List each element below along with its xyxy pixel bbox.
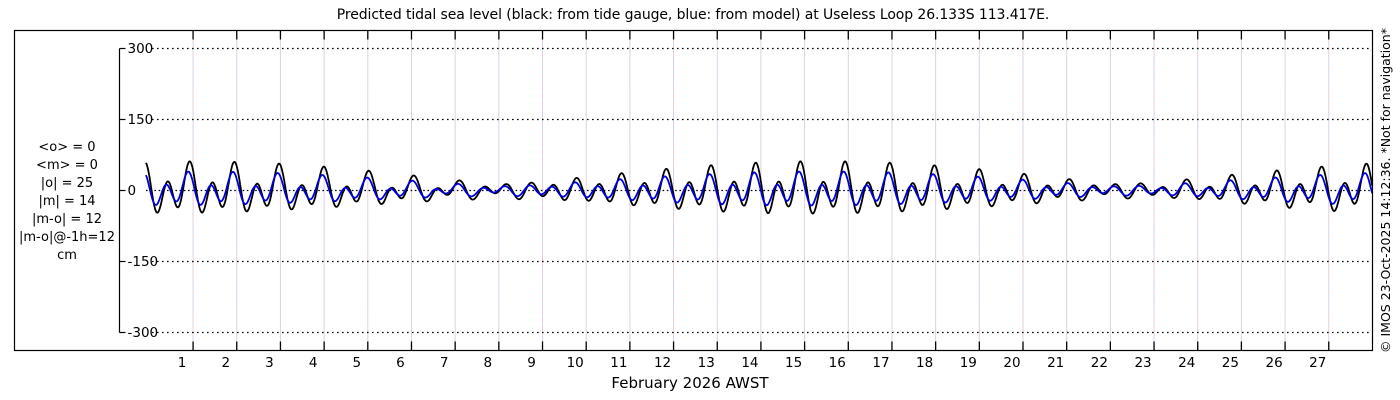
x-axis-day-label: 21 [1047, 355, 1064, 371]
stat-mean-obs: <o> = 0 [38, 140, 96, 155]
x-axis-day-label: 3 [265, 355, 274, 371]
x-axis-day-label: 1 [178, 355, 187, 371]
model-tide-curve [145, 170, 1374, 207]
x-axis-day-label: 18 [916, 355, 933, 371]
chart-title: Predicted tidal sea level (black: from t… [336, 7, 1050, 23]
stat-abs-obs: |o| = 25 [40, 176, 94, 191]
x-axis-day-label: 23 [1134, 355, 1151, 371]
x-axis-day-label: 25 [1222, 355, 1239, 371]
x-axis-day-label: 20 [1003, 355, 1020, 371]
x-axis-day-label: 2 [221, 355, 230, 371]
x-axis-title: February 2026 AWST [611, 374, 769, 392]
x-axis-day-label: 14 [741, 355, 758, 371]
stat-abs-model: |m| = 14 [38, 194, 96, 209]
y-axis-label: 150 [128, 112, 154, 128]
y-axis-label: 300 [128, 41, 154, 57]
y-axis-label: -150 [128, 254, 159, 270]
imos-watermark-text: © IMOS 23-Oct-2025 14:12:36. *Not for na… [1377, 27, 1393, 353]
x-axis-day-label: 8 [484, 355, 493, 371]
x-axis-day-label: 10 [567, 355, 584, 371]
stats-block: <o> = 0 <m> = 0 |o| = 25 |m| = 14 |m-o| … [14, 139, 120, 265]
x-axis-day-label: 27 [1309, 355, 1326, 371]
y-axis-label: -300 [128, 325, 159, 341]
x-axis-day-label: 16 [829, 355, 846, 371]
x-axis-day-label: 22 [1091, 355, 1108, 371]
plot-frame [13, 29, 1374, 352]
x-axis-day-label: 6 [396, 355, 405, 371]
x-axis-day-label: 24 [1178, 355, 1195, 371]
x-axis-day-label: 26 [1265, 355, 1282, 371]
stat-abs-diff-lagged: |m-o|@-1h=12 [19, 230, 115, 245]
y-axis-label: 0 [128, 183, 137, 199]
x-axis-day-label: 13 [698, 355, 715, 371]
x-axis-day-label: 11 [610, 355, 627, 371]
x-axis-day-label: 15 [785, 355, 802, 371]
x-axis-day-label: 7 [440, 355, 449, 371]
stat-units: cm [57, 248, 77, 263]
x-axis-day-label: 19 [960, 355, 977, 371]
x-axis-day-label: 5 [353, 355, 362, 371]
x-axis-day-label: 12 [654, 355, 671, 371]
x-axis-day-label: 4 [309, 355, 318, 371]
x-axis-day-label: 9 [527, 355, 536, 371]
x-axis-day-label: 17 [872, 355, 889, 371]
stat-mean-model: <m> = 0 [36, 158, 98, 173]
stat-abs-diff: |m-o| = 12 [31, 212, 102, 227]
gauge-tide-curve [145, 160, 1374, 215]
